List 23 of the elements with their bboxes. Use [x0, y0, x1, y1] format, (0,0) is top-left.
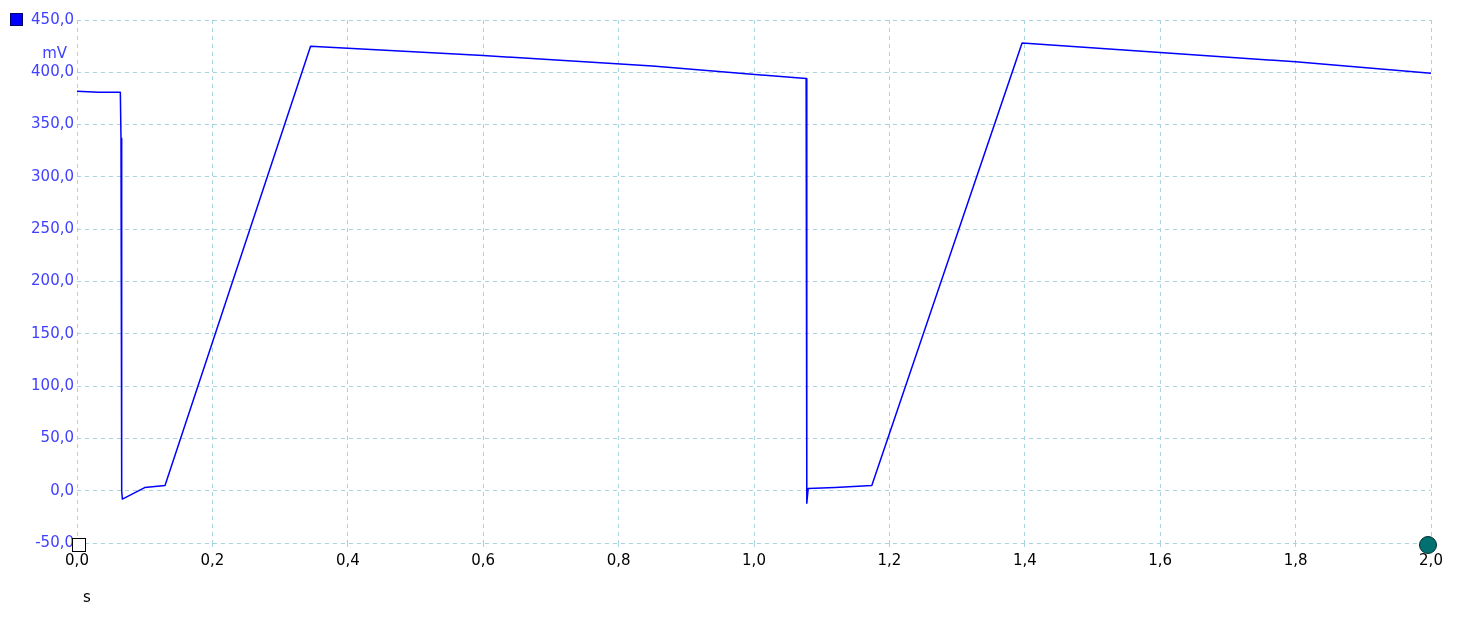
x-tick-label: 2,0	[1419, 550, 1443, 569]
x-tick-label: 0,2	[200, 550, 225, 569]
x-tick-label: 0,4	[335, 550, 360, 569]
x-tick-label: 0,8	[606, 550, 631, 569]
y-tick-label: 400,0	[31, 62, 74, 81]
y-tick-label: 150,0	[31, 323, 74, 342]
y-tick-label: 0,0	[50, 480, 74, 499]
y-tick-label: 300,0	[31, 166, 74, 185]
y-tick-label: 250,0	[31, 219, 74, 238]
x-tick-label: 1,2	[877, 550, 902, 569]
y-tick-label: 450,0	[31, 9, 74, 28]
y-axis-title: mV	[42, 43, 68, 62]
y-tick-label: 200,0	[31, 271, 74, 290]
x-axis-title: s	[83, 588, 92, 607]
x-tick-label: 1,8	[1283, 550, 1308, 569]
x-tick-label: 1,0	[742, 550, 766, 569]
x-tick-label: 1,6	[1148, 550, 1173, 569]
x-tick-label: 0,0	[65, 550, 89, 569]
x-tick-label: 0,6	[471, 550, 496, 569]
y-tick-label: 350,0	[31, 114, 74, 133]
y-tick-label: 50,0	[40, 428, 74, 447]
x-tick-label: 1,4	[1012, 550, 1037, 569]
y-tick-label: 100,0	[31, 375, 74, 394]
